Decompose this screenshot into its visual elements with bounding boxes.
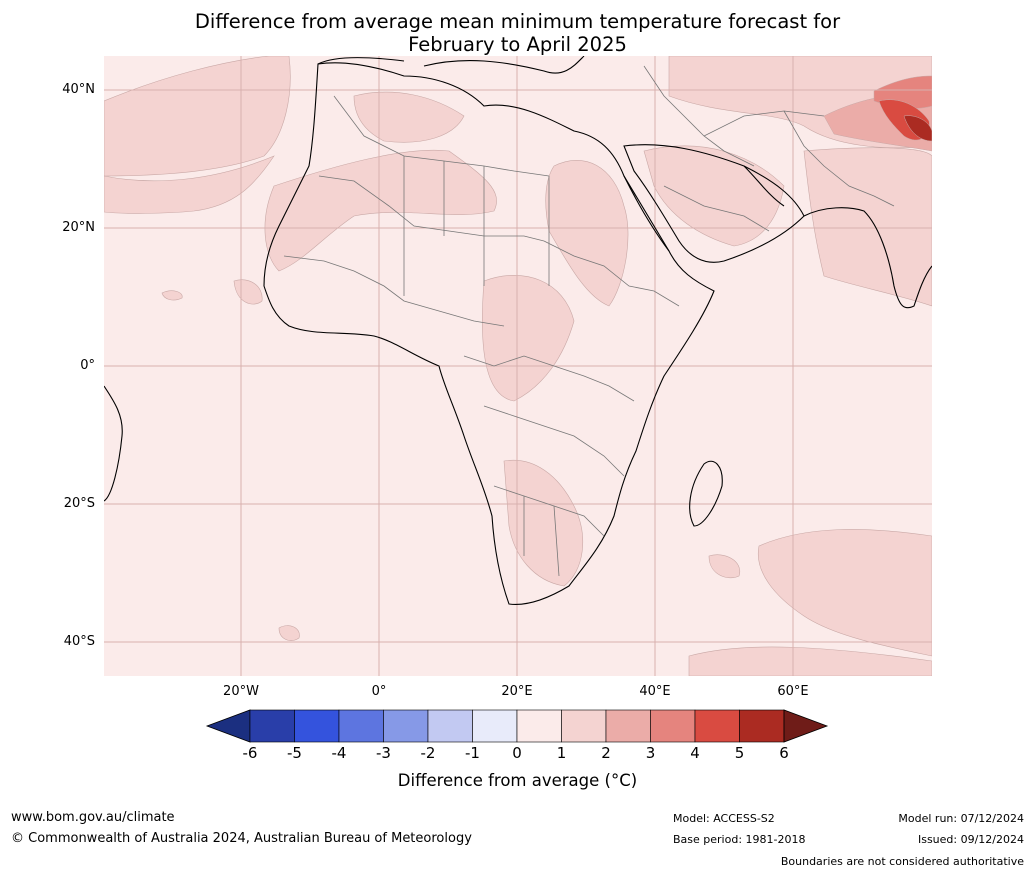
colorbar-segment bbox=[338, 709, 384, 743]
colorbar-extend-high bbox=[783, 709, 829, 743]
colorbar-segment bbox=[383, 709, 429, 743]
colorbar-tick-label: -5 bbox=[287, 744, 302, 762]
colorbar-tick-label: -1 bbox=[465, 744, 480, 762]
lon-label-40e: 40°E bbox=[639, 684, 671, 699]
coastlines bbox=[104, 56, 932, 605]
colorbar-segment bbox=[650, 709, 696, 743]
lon-label-0: 0° bbox=[371, 684, 387, 699]
forecast-map bbox=[104, 56, 932, 676]
colorbar-tick-label: 2 bbox=[601, 744, 611, 762]
colorbar-segment bbox=[516, 709, 562, 743]
lat-label-20n: 20°N bbox=[62, 220, 95, 235]
website-link[interactable]: www.bom.gov.au/climate bbox=[11, 810, 175, 825]
colorbar-tick-label: -2 bbox=[420, 744, 436, 762]
colorbar-svg bbox=[205, 709, 829, 743]
lon-label-20e: 20°E bbox=[501, 684, 533, 699]
boundaries-disclaimer: Boundaries are not considered authoritat… bbox=[780, 855, 1024, 868]
colorbar-tick-label: -6 bbox=[242, 744, 258, 762]
colorbar-tick-label: -4 bbox=[331, 744, 347, 762]
colorbar-tick-label: 0 bbox=[512, 744, 522, 762]
anomaly-high-regions bbox=[823, 75, 932, 152]
lat-label-40n: 40°N bbox=[62, 82, 95, 97]
copyright-text: © Commonwealth of Australia 2024, Austra… bbox=[11, 831, 472, 846]
anomaly-1-2-regions bbox=[104, 56, 932, 676]
colorbar-segment bbox=[294, 709, 340, 743]
colorbar-segment bbox=[427, 709, 473, 743]
colorbar-tick-label: 6 bbox=[779, 744, 789, 762]
lon-label-60e: 60°E bbox=[777, 684, 809, 699]
colorbar-tick-label: 5 bbox=[734, 744, 745, 762]
colorbar-segment bbox=[561, 709, 607, 743]
colorbar-tick-label: 1 bbox=[556, 744, 567, 762]
colorbar-extend-low bbox=[205, 709, 251, 743]
colorbar-tick-label: 3 bbox=[645, 744, 656, 762]
colorbar-segment bbox=[472, 709, 518, 743]
colorbar-label: Difference from average (°C) bbox=[397, 771, 638, 790]
map-svg bbox=[104, 56, 932, 676]
lat-label-40s: 40°S bbox=[63, 634, 95, 649]
colorbar-segment bbox=[694, 709, 740, 743]
model-run-date: Model run: 07/12/2024 bbox=[898, 812, 1024, 825]
colorbar bbox=[205, 708, 830, 748]
lat-label-0: 0° bbox=[80, 358, 95, 373]
lon-label-20w: 20°W bbox=[223, 684, 259, 699]
title-line-2: February to April 2025 bbox=[408, 33, 627, 56]
colorbar-segment bbox=[605, 709, 651, 743]
graticule bbox=[104, 56, 932, 676]
issued-date: Issued: 09/12/2024 bbox=[917, 833, 1024, 846]
colorbar-tick-label: 4 bbox=[690, 744, 700, 762]
title-line-1: Difference from average mean minimum tem… bbox=[194, 10, 841, 33]
model-name: Model: ACCESS-S2 bbox=[673, 812, 775, 825]
base-period: Base period: 1981-2018 bbox=[673, 833, 806, 846]
colorbar-tick-label: -3 bbox=[376, 744, 391, 762]
colorbar-segment bbox=[739, 709, 785, 743]
lat-label-20s: 20°S bbox=[63, 496, 95, 511]
colorbar-segment bbox=[249, 709, 295, 743]
country-boundaries bbox=[283, 65, 895, 577]
map-title: Difference from average mean minimum tem… bbox=[0, 10, 1035, 56]
